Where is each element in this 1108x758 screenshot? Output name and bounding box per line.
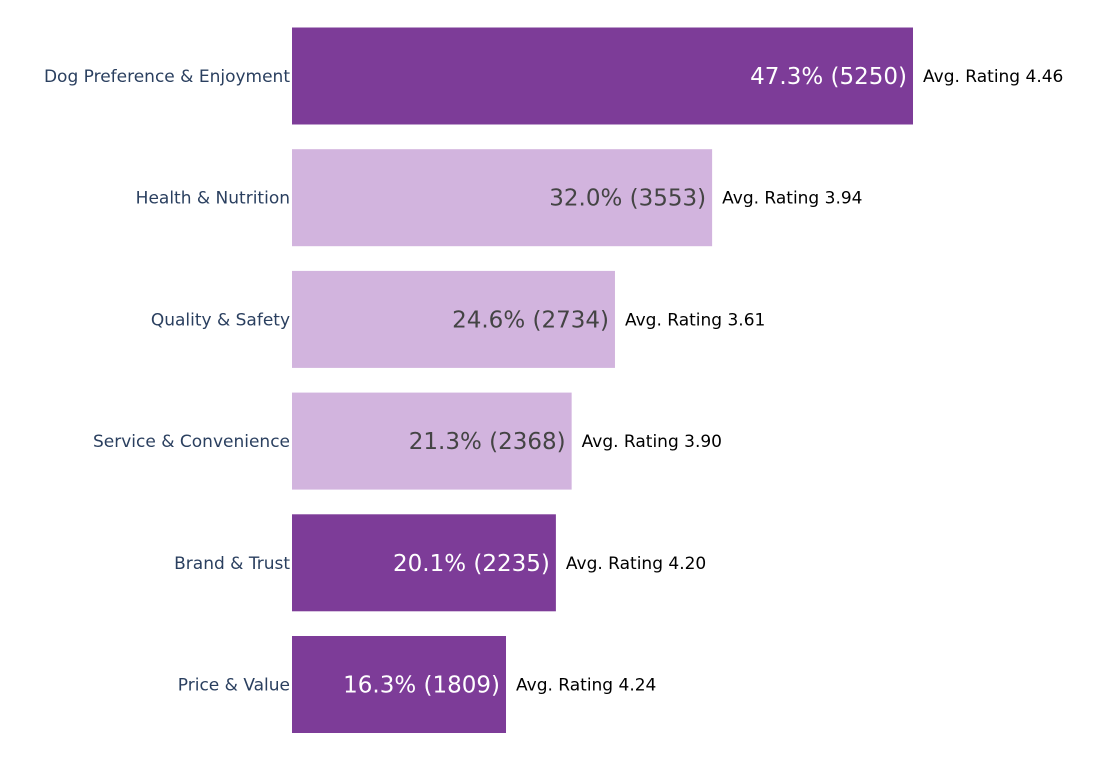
- bar: [292, 514, 556, 612]
- bar-value-label: 47.3% (5250): [750, 64, 907, 90]
- bar-value-label: 32.0% (3553): [549, 186, 706, 212]
- avg-rating-label: Avg. Rating 4.24: [516, 676, 656, 696]
- avg-rating-label: Avg. Rating 3.90: [582, 432, 722, 452]
- bar-value-label: 16.3% (1809): [343, 673, 500, 699]
- category-label: Dog Preference & Enjoyment: [44, 67, 290, 87]
- bar: [292, 149, 713, 247]
- bar: [292, 27, 913, 125]
- avg-rating-label: Avg. Rating 4.20: [566, 554, 706, 574]
- category-label: Health & Nutrition: [136, 189, 290, 209]
- avg-rating-label: Avg. Rating 4.46: [923, 67, 1063, 87]
- category-label: Brand & Trust: [174, 554, 290, 574]
- bar-value-label: 20.1% (2235): [393, 551, 550, 577]
- category-label: Price & Value: [178, 676, 290, 696]
- bar: [292, 270, 615, 368]
- avg-rating-label: Avg. Rating 3.94: [722, 189, 862, 209]
- bar: [292, 636, 507, 733]
- bar-value-label: 21.3% (2368): [409, 429, 566, 455]
- bar: [292, 392, 572, 490]
- bar-value-label: 24.6% (2734): [452, 307, 609, 333]
- category-label: Service & Convenience: [93, 432, 290, 452]
- category-label: Quality & Safety: [151, 310, 290, 330]
- avg-rating-label: Avg. Rating 3.61: [625, 310, 765, 330]
